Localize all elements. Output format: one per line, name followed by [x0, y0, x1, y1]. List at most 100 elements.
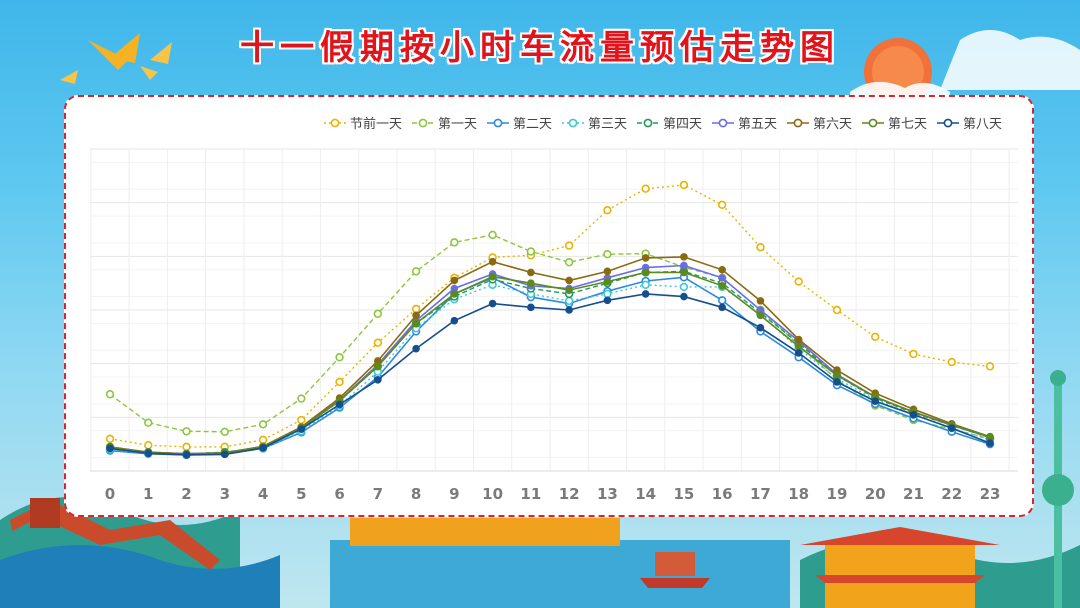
data-point — [641, 290, 650, 298]
data-point — [374, 362, 382, 371]
data-point — [258, 435, 268, 445]
watchtower-illustration — [30, 498, 60, 528]
data-point — [565, 276, 573, 285]
boat-illustration — [640, 578, 710, 588]
data-point — [679, 282, 689, 292]
chart-legend: 节前一天 第一天 第二天 第三天 第四天 第五天 第六天 第七天 第八天 — [324, 116, 1002, 132]
x-tick-label: 2 — [181, 485, 191, 503]
legend-marker-icon — [718, 118, 728, 128]
chart-series — [105, 180, 995, 460]
data-point — [259, 444, 267, 452]
data-point — [717, 296, 727, 305]
data-point — [603, 249, 612, 259]
legend-item[interactable]: 节前一天 — [324, 116, 402, 132]
data-point — [335, 400, 344, 409]
dove-illustration — [140, 42, 172, 80]
x-tick-label: 7 — [373, 485, 383, 503]
data-point — [794, 335, 803, 344]
data-point — [374, 375, 382, 384]
data-point — [450, 316, 459, 325]
legend-item[interactable]: 第一天 — [412, 117, 477, 132]
data-point — [680, 268, 688, 277]
legend-item[interactable]: 第五天 — [712, 117, 777, 132]
tower-sphere-illustration — [1042, 474, 1074, 506]
data-point — [450, 290, 459, 298]
data-point — [373, 338, 383, 347]
x-tick-label: 16 — [712, 485, 733, 503]
data-point — [603, 205, 612, 215]
data-point — [527, 279, 535, 287]
x-tick-label: 22 — [941, 485, 962, 503]
series-第八天 — [106, 290, 994, 459]
chart-grid — [90, 148, 1018, 472]
data-point — [182, 427, 191, 436]
legend-item[interactable]: 第二天 — [487, 117, 552, 132]
legend-item[interactable]: 第四天 — [637, 117, 702, 132]
data-point — [871, 397, 880, 406]
x-tick-label: 1 — [143, 485, 153, 503]
data-point — [565, 286, 573, 294]
data-point — [794, 342, 803, 351]
data-point — [603, 267, 612, 276]
legend-item[interactable]: 第七天 — [862, 117, 927, 132]
data-point — [527, 303, 535, 312]
series-line — [109, 293, 991, 456]
data-point — [832, 305, 842, 315]
data-point — [718, 282, 726, 290]
x-axis-ticks: 0 1 2 3 4 5 6 7 8 9 10 11 12 13 14 15 16 17 18 19 20 21 22 23 — [105, 485, 1001, 503]
x-tick-label: 19 — [827, 485, 848, 503]
data-point — [144, 441, 153, 450]
legend-item[interactable]: 第六天 — [787, 117, 852, 132]
legend-marker-icon — [493, 118, 503, 128]
data-point — [488, 257, 497, 266]
x-tick-label: 17 — [750, 485, 771, 503]
x-tick-label: 13 — [597, 485, 618, 503]
data-point — [144, 449, 153, 458]
dove-illustration — [88, 33, 140, 70]
data-point — [412, 344, 420, 353]
data-point — [220, 450, 229, 459]
chart-title: 十一假期按小时车流量预估走势图 — [240, 28, 840, 68]
data-point — [297, 415, 306, 425]
data-point — [411, 304, 421, 314]
data-point — [909, 349, 918, 359]
data-point — [488, 230, 497, 240]
pagoda-roof-illustration — [815, 575, 985, 583]
data-point — [679, 180, 689, 190]
legend-item[interactable]: 第三天 — [562, 117, 627, 132]
data-point — [641, 268, 650, 277]
x-tick-label: 12 — [559, 485, 580, 503]
data-point — [680, 292, 688, 301]
data-point — [641, 184, 650, 193]
data-point — [718, 274, 726, 282]
x-tick-label: 23 — [980, 485, 1001, 503]
palace-illustration — [350, 518, 620, 546]
legend-marker-icon — [568, 118, 578, 128]
x-tick-label: 10 — [482, 485, 503, 503]
data-point — [794, 277, 803, 286]
data-point — [871, 332, 880, 342]
legend-label: 节前一天 — [350, 116, 402, 132]
data-point — [297, 425, 306, 433]
data-point — [756, 323, 765, 332]
x-tick-label: 14 — [635, 485, 656, 503]
data-point — [718, 303, 726, 312]
data-point — [335, 377, 344, 387]
data-point — [718, 265, 726, 274]
data-point — [641, 254, 650, 262]
legend-item[interactable]: 第八天 — [937, 117, 1002, 132]
data-point — [833, 378, 841, 386]
great-wall-illustration — [10, 500, 220, 570]
data-point — [105, 390, 115, 399]
series-line — [109, 284, 991, 456]
legend-label: 第六天 — [813, 117, 852, 132]
data-point — [794, 349, 803, 357]
data-point — [258, 420, 268, 429]
x-tick-label: 20 — [865, 485, 886, 503]
data-point — [717, 200, 727, 210]
hill-illustration — [0, 545, 280, 608]
data-point — [106, 444, 114, 453]
data-point — [527, 268, 535, 277]
data-point — [833, 371, 841, 380]
